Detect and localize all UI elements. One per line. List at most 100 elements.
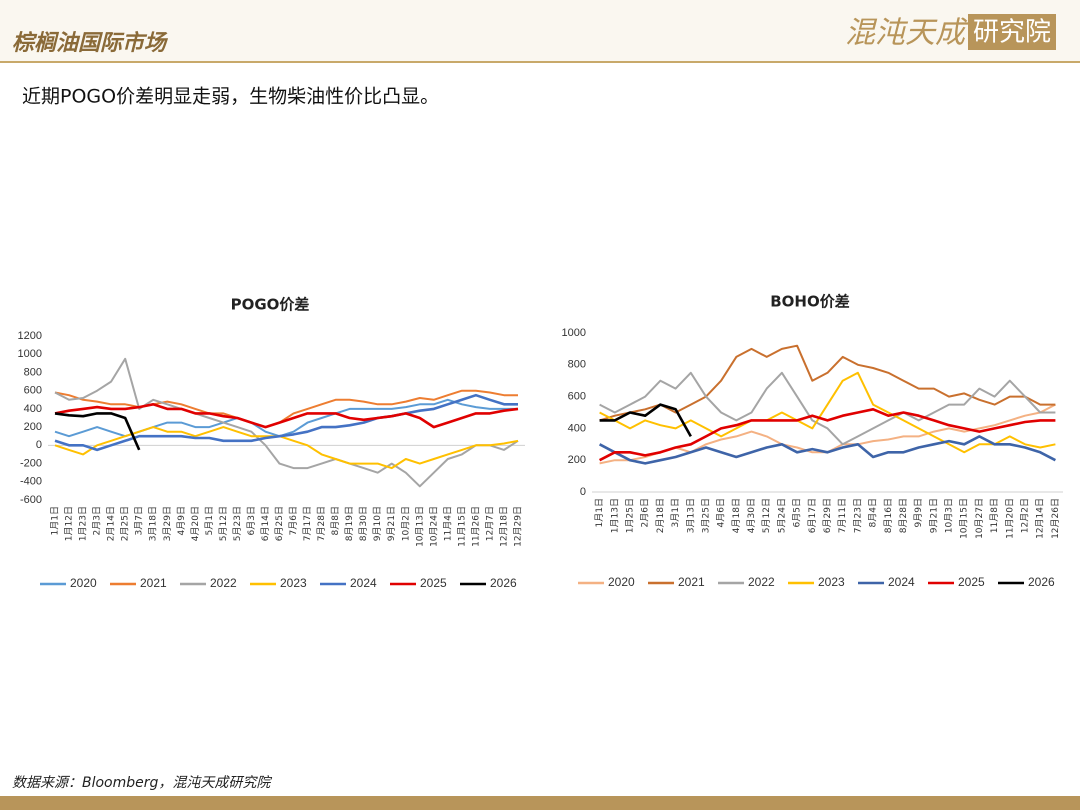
series-line [599,403,692,438]
x-tick-label: 4月6日 [716,498,727,527]
y-tick-label: -600 [20,494,42,506]
x-tick-label: 6月25日 [274,506,285,541]
x-tick-label: 12月29日 [512,506,523,547]
footer-bar [0,796,1080,810]
x-tick-label: 3月18日 [148,506,159,541]
legend-label: 2020 [608,575,635,589]
x-tick-label: 11月4日 [442,506,453,541]
chart-title: POGO价差 [231,296,310,314]
y-tick-label: 0 [580,486,586,498]
x-tick-label: 12月14日 [1035,498,1046,539]
x-tick-label: 12月7日 [484,506,495,541]
x-tick-label: 11月8日 [989,498,1000,533]
x-tick-label: 12月2日 [1020,498,1031,533]
x-tick-label: 1月25日 [624,498,635,533]
legend-label: 2025 [420,576,447,590]
legend-label: 2026 [1028,575,1055,589]
x-tick-label: 8月8日 [330,506,341,535]
chart-title: BOHO价差 [770,293,850,311]
legend-label: 2020 [70,576,97,590]
x-tick-label: 1月1日 [50,506,61,535]
x-tick-label: 2月14日 [106,506,117,541]
y-tick-label: -400 [20,476,42,488]
x-tick-label: 7月6日 [288,506,299,535]
x-tick-label: 3月29日 [162,506,173,541]
x-tick-label: 1月1日 [594,498,605,527]
x-tick-label: 3月1日 [670,498,681,527]
series-line [598,435,1056,465]
legend-label: 2023 [280,576,307,590]
x-tick-label: 10月24日 [428,506,439,547]
y-tick-label: 200 [24,421,42,433]
x-tick-label: 9月9日 [913,498,924,527]
logo-suffix: 研究院 [973,18,1051,48]
legend-label: 2022 [748,575,775,589]
x-tick-label: 12月26日 [1050,498,1061,539]
x-tick-label: 6月3日 [246,506,257,535]
series-line [599,408,1056,462]
legend-label: 2025 [958,575,985,589]
x-tick-label: 4月20日 [190,506,201,541]
y-tick-label: 600 [24,385,42,397]
x-tick-label: 2月25日 [120,506,131,541]
x-tick-label: 5月12日 [218,506,229,541]
subtitle: 近期POGO价差明显走弱，生物柴油性价比凸显。 [22,86,439,108]
y-tick-label: 600 [568,391,586,403]
x-tick-label: 8月28日 [898,498,909,533]
x-tick-label: 4月30日 [746,498,757,533]
legend-label: 2021 [140,576,167,590]
x-tick-label: 7月17日 [302,506,313,541]
x-tick-label: 8月4日 [868,498,879,527]
header-band [0,0,1080,62]
x-tick-label: 7月28日 [316,506,327,541]
source-note: 数据来源：Bloomberg，混沌天成研究院 [12,775,272,791]
y-tick-label: 1000 [562,327,586,339]
x-tick-label: 7月11日 [837,498,848,533]
series-line [54,393,518,452]
legend-label: 2024 [350,576,377,590]
y-tick-label: 800 [24,366,42,378]
series-line [54,403,519,429]
series-line [54,412,141,451]
x-tick-label: 4月18日 [731,498,742,533]
x-tick-label: 10月3日 [944,498,955,533]
series-line [599,403,1056,465]
header-title: 棕榈油国际市场 [12,30,169,56]
x-tick-label: 5月1日 [204,506,215,535]
legend-label: 2026 [490,576,517,590]
x-tick-label: 9月21日 [928,498,939,533]
x-tick-label: 6月5日 [792,498,803,527]
x-tick-label: 5月23日 [232,506,243,541]
x-tick-label: 11月26日 [470,506,481,547]
x-tick-label: 11月20日 [1004,498,1015,539]
x-tick-label: 10月13日 [414,506,425,547]
x-tick-label: 1月23日 [78,506,89,541]
x-tick-label: 3月7日 [134,506,145,535]
y-tick-label: 800 [568,359,586,371]
y-tick-label: 400 [24,403,42,415]
y-tick-label: 200 [568,454,586,466]
x-tick-label: 2月18日 [655,498,666,533]
series-line [54,389,518,429]
x-tick-label: 5月24日 [776,498,787,533]
x-tick-label: 6月14日 [260,506,271,541]
y-tick-label: 1200 [18,330,42,342]
series-line [54,357,519,488]
x-tick-label: 6月29日 [822,498,833,533]
series-line [599,371,1056,446]
y-tick-label: -200 [20,457,42,469]
x-tick-label: 8月30日 [358,506,369,541]
legend-label: 2024 [888,575,915,589]
x-tick-label: 10月2日 [400,506,411,541]
logo-box [968,14,1056,50]
y-tick-label: 1000 [18,348,42,360]
x-tick-label: 4月9日 [176,506,187,535]
x-tick-label: 9月10日 [372,506,383,541]
x-tick-label: 7月23日 [852,498,863,533]
x-tick-label: 3月13日 [685,498,696,533]
y-tick-label: 0 [36,439,42,451]
logo-name: 混沌天成 [845,16,969,51]
x-tick-label: 2月6日 [640,498,651,527]
x-tick-label: 5月12日 [761,498,772,533]
